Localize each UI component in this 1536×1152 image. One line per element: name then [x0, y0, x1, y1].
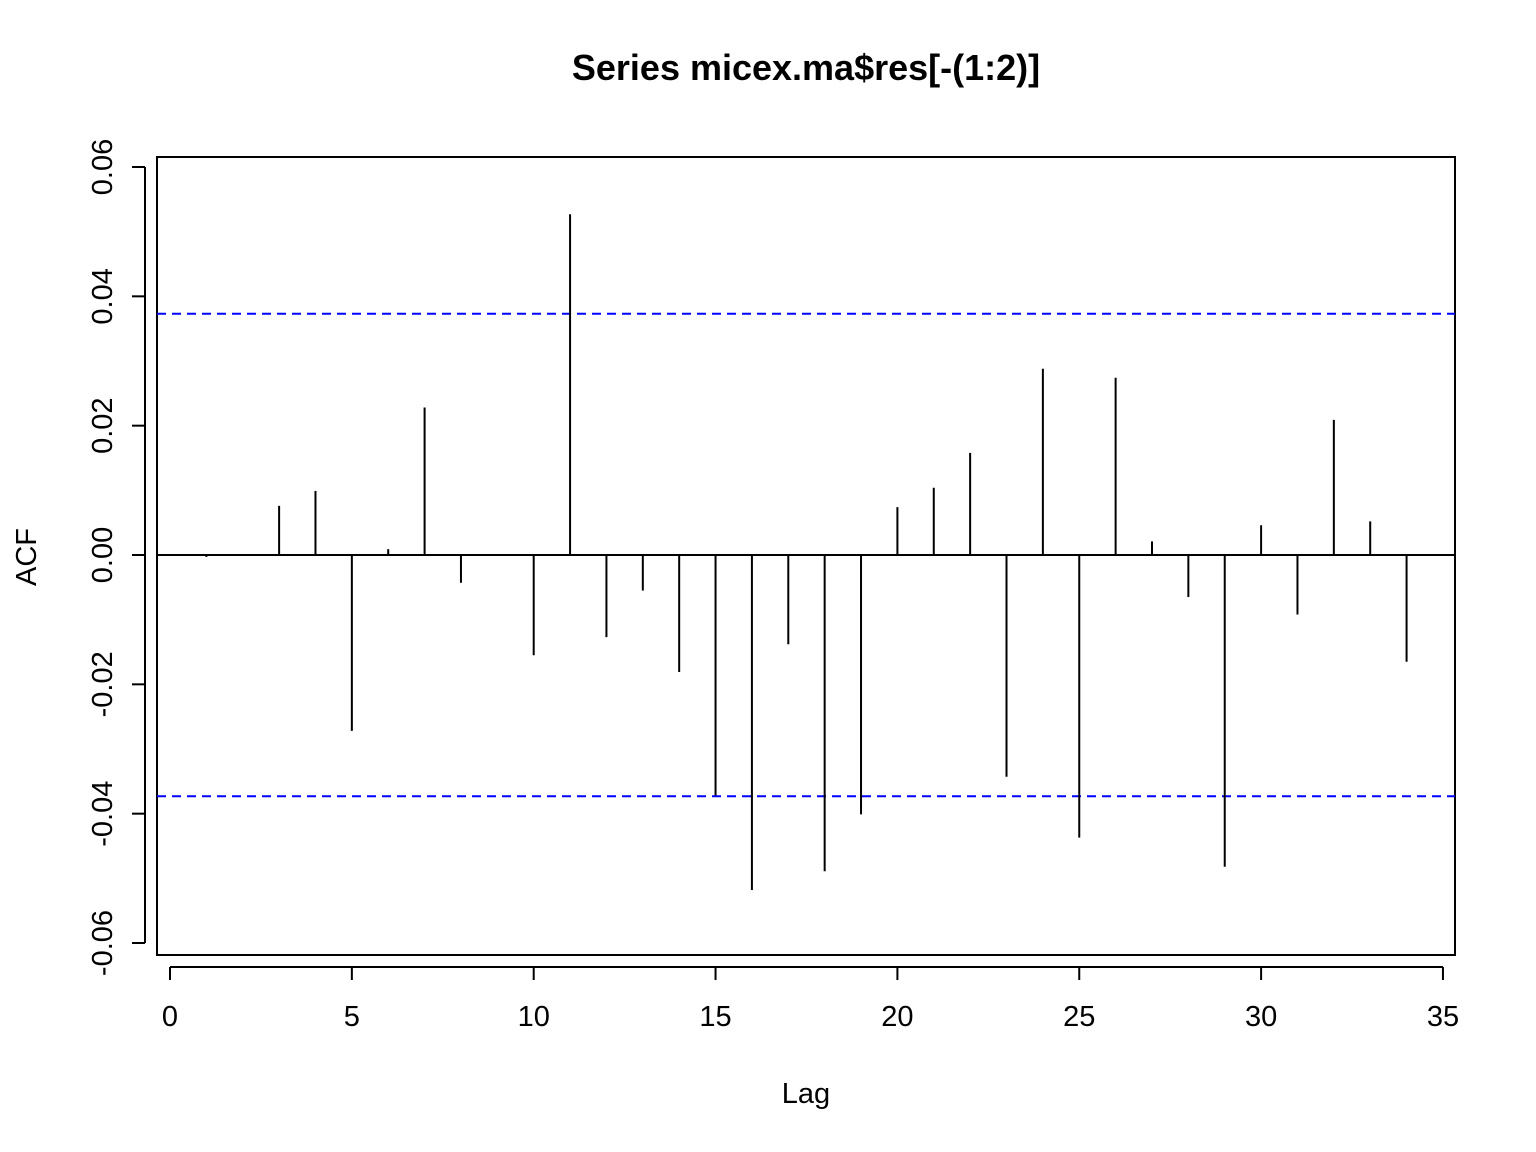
y-axis-label: ACF [11, 528, 43, 586]
x-tick-label: 0 [162, 1001, 178, 1033]
y-tick-label: -0.06 [87, 910, 119, 976]
x-tick-label: 5 [344, 1001, 360, 1033]
y-tick-label: 0.00 [87, 527, 119, 583]
acf-bars [205, 214, 1408, 890]
y-axis: -0.06 -0.04 -0.02 0.00 0.02 0.04 0.06 [87, 139, 146, 976]
x-tick-label: 15 [699, 1001, 731, 1033]
x-tick-label: 10 [518, 1001, 550, 1033]
chart-title: Series micex.ma$res[-(1:2)] [572, 47, 1040, 88]
x-tick-label: 25 [1063, 1001, 1095, 1033]
y-tick-label: -0.04 [87, 781, 119, 847]
x-tick-label: 35 [1427, 1001, 1459, 1033]
y-tick-label: 0.02 [87, 397, 119, 453]
x-tick-label: 20 [881, 1001, 913, 1033]
y-tick-label: 0.06 [87, 139, 119, 195]
x-axis-label: Lag [782, 1078, 830, 1110]
y-tick-label: 0.04 [87, 268, 119, 324]
y-tick-label: -0.02 [87, 651, 119, 717]
x-axis: 0 5 10 15 20 25 30 35 [162, 966, 1459, 1033]
confidence-bounds [157, 312, 1455, 798]
x-tick-label: 30 [1245, 1001, 1277, 1033]
